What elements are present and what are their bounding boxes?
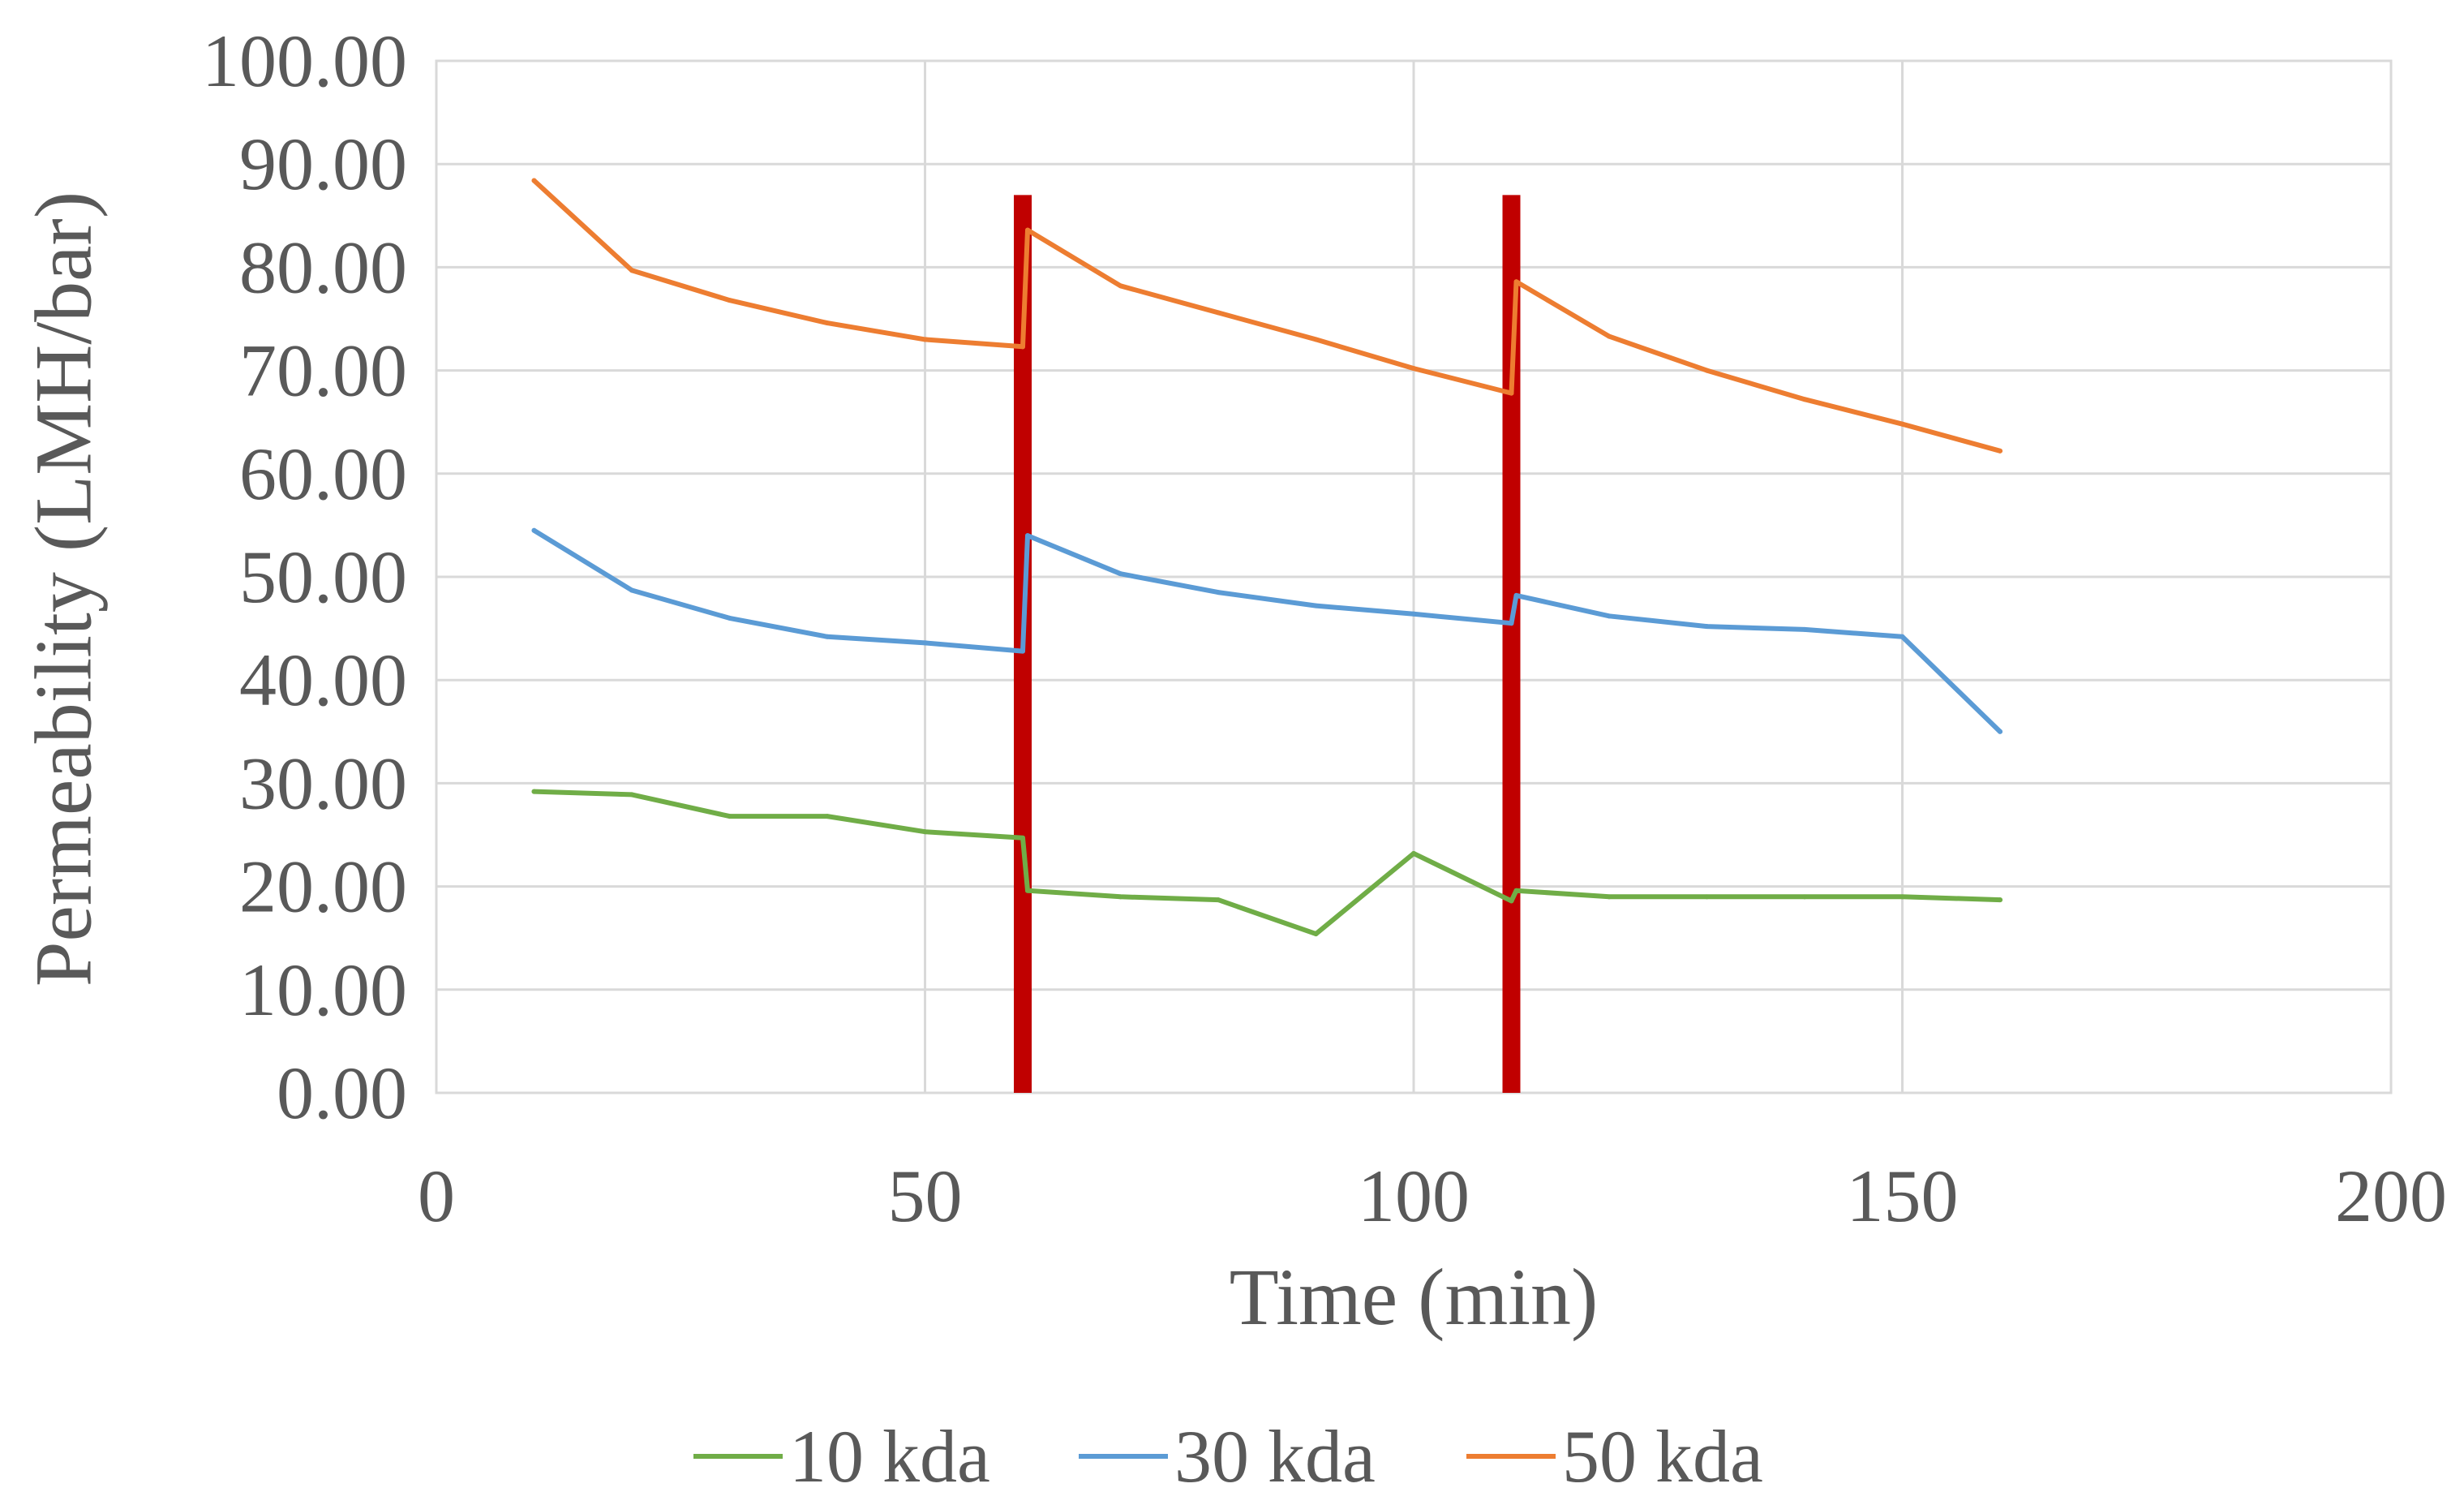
data-point [1998, 729, 2003, 734]
data-point [1509, 390, 1514, 396]
data-point [1704, 624, 1710, 630]
data-point [531, 789, 537, 794]
y-tick-label: 50.00 [239, 535, 407, 618]
y-tick-label: 100.00 [202, 19, 407, 102]
data-point [1216, 897, 1221, 903]
legend-item: 30 kda [1079, 1415, 1376, 1498]
data-point [1607, 894, 1612, 900]
data-point [629, 792, 634, 798]
data-point [1802, 894, 1807, 900]
data-point [1509, 621, 1514, 626]
data-point [1802, 397, 1807, 402]
y-tick-label: 30.00 [239, 742, 407, 824]
data-point [1025, 888, 1031, 893]
data-point [1020, 344, 1025, 350]
x-tick-label: 50 [888, 1155, 963, 1237]
data-point [1216, 590, 1221, 596]
data-point [1118, 283, 1123, 289]
data-point [1513, 279, 1519, 285]
data-point [727, 298, 732, 303]
data-point [1513, 592, 1519, 598]
x-tick-label: 100 [1358, 1155, 1470, 1237]
data-point [1411, 611, 1416, 617]
y-tick-label: 10.00 [239, 948, 407, 1031]
y-tick-label: 20.00 [239, 845, 407, 928]
data-point [1607, 613, 1612, 619]
x-tick-label: 0 [418, 1155, 455, 1237]
data-point [629, 587, 634, 593]
data-point [1509, 898, 1514, 904]
data-point [1411, 366, 1416, 372]
series-line-50-kda [531, 178, 2003, 454]
y-tick-label: 0.00 [277, 1051, 407, 1134]
data-point [1118, 571, 1123, 577]
data-point [727, 615, 732, 621]
data-point [922, 337, 928, 342]
data-point [1704, 894, 1710, 900]
legend-item: 10 kda [693, 1415, 990, 1498]
legend-label: 50 kda [1562, 1415, 1763, 1498]
data-point [825, 320, 830, 326]
data-point [1900, 634, 1905, 639]
data-point [1704, 368, 1710, 373]
y-tick-label: 90.00 [239, 123, 407, 205]
data-point [922, 829, 928, 835]
data-point [825, 634, 830, 639]
data-point [629, 268, 634, 273]
data-point [727, 814, 732, 819]
x-tick-label: 150 [1847, 1155, 1959, 1237]
y-tick-label: 60.00 [239, 432, 407, 515]
data-point [1513, 888, 1519, 893]
data-point [1607, 333, 1612, 339]
data-point [825, 814, 830, 819]
data-point [1025, 533, 1031, 539]
data-point [1313, 603, 1319, 608]
x-tick-label: 200 [2335, 1155, 2447, 1237]
x-axis-title: Time (min) [1230, 1252, 1599, 1342]
data-point [531, 178, 537, 183]
data-point [1025, 227, 1031, 233]
data-point [1998, 897, 2003, 903]
data-point [1020, 648, 1025, 654]
data-point [1118, 894, 1123, 900]
series-line-30-kda [531, 527, 2003, 734]
y-tick-label: 40.00 [239, 639, 407, 721]
data-point [1216, 310, 1221, 316]
plot-area [435, 59, 2393, 1094]
data-point [1313, 337, 1319, 342]
data-point [1900, 421, 1905, 427]
y-tick-label: 70.00 [239, 329, 407, 412]
legend-item: 50 kda [1466, 1415, 1763, 1498]
series-line-10-kda [531, 789, 2003, 937]
data-point [1411, 850, 1416, 856]
data-point [1802, 626, 1807, 632]
data-point [1900, 894, 1905, 900]
data-point [1020, 835, 1025, 841]
y-tick-label: 80.00 [239, 226, 407, 308]
legend-label: 10 kda [789, 1415, 990, 1498]
data-point [1313, 931, 1319, 937]
legend-label: 30 kda [1174, 1415, 1376, 1498]
data-point [531, 527, 537, 533]
data-point [922, 640, 928, 646]
data-point [1998, 448, 2003, 454]
y-axis-title: Permeability (LMH/bar) [19, 191, 109, 987]
